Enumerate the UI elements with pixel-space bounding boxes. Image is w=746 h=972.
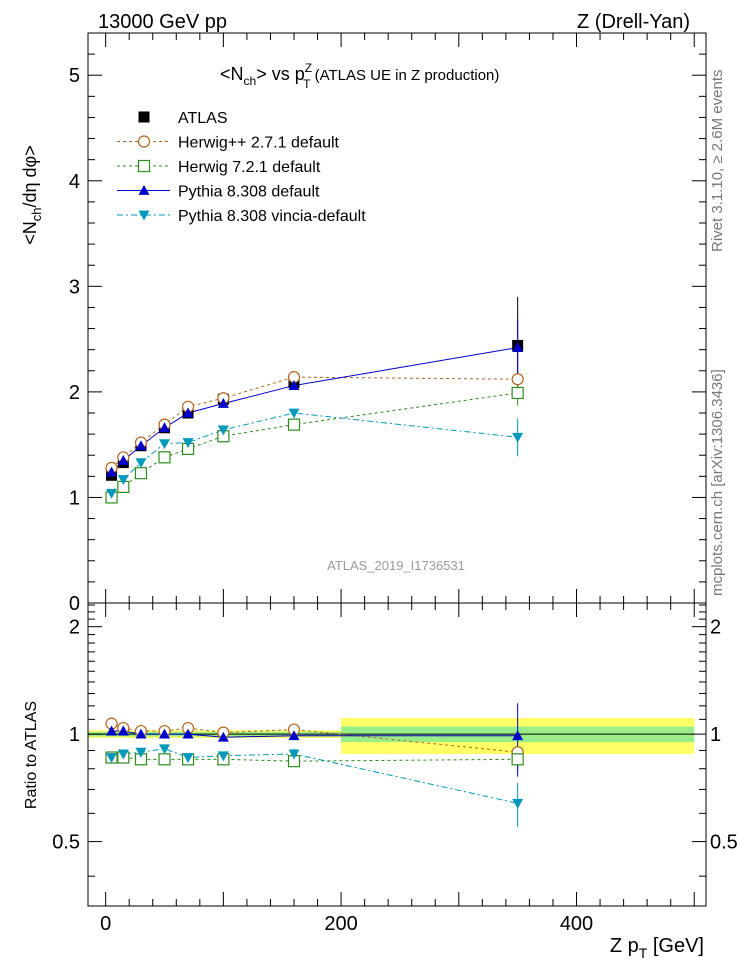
series-line <box>111 392 518 498</box>
ratio-y-axis-label: Ratio to ATLAS <box>23 701 40 809</box>
data-point <box>288 380 300 390</box>
data-point <box>137 159 151 173</box>
legend-label: Herwig++ 2.7.1 default <box>178 135 340 152</box>
data-point <box>182 728 194 739</box>
ratio-y-tick-label-right: 0.5 <box>710 832 738 854</box>
ratio-y-tick-label-right: 1 <box>710 724 721 746</box>
x-axis-label: Z pT [GeV] <box>610 935 704 961</box>
data-point <box>511 753 524 766</box>
data-point <box>135 440 147 451</box>
data-point <box>511 373 524 386</box>
main-plot-marks <box>105 296 524 504</box>
data-point <box>512 432 524 443</box>
x-tick-label: 400 <box>560 913 593 935</box>
ratio-plot-marks <box>105 703 524 827</box>
data-point <box>159 728 171 739</box>
header-left: 13000 GeV pp <box>98 11 227 33</box>
legend-label: Pythia 8.308 vincia-default <box>178 208 366 225</box>
data-point <box>217 751 229 762</box>
series-line <box>111 347 518 473</box>
ratio-y-tick-label-right: 2 <box>710 617 721 639</box>
data-point <box>512 342 524 352</box>
data-point <box>288 749 300 760</box>
data-point <box>138 210 150 221</box>
y-tick-label: 5 <box>69 65 80 87</box>
watermark: ATLAS_2019_I1736531 <box>327 558 465 573</box>
data-point <box>159 439 171 450</box>
data-point <box>159 744 171 755</box>
y-axis-label: <Nch/dη dφ> <box>20 145 44 244</box>
data-point <box>512 730 524 741</box>
y-tick-label: 4 <box>69 171 80 193</box>
data-point <box>106 725 118 736</box>
series-line <box>111 748 518 804</box>
data-point <box>106 488 118 499</box>
data-point <box>182 753 194 764</box>
rivet-label: Rivet 3.1.10, ≥ 2.6M events <box>709 70 726 253</box>
ratio-y-tick-label: 0.5 <box>52 832 80 854</box>
legend: ATLAS Herwig++ 2.7.1 default Herwig 7.2.1 … <box>117 110 366 225</box>
data-point <box>137 135 151 148</box>
data-point <box>135 458 147 469</box>
data-point <box>117 725 129 736</box>
data-point <box>182 438 194 449</box>
data-point <box>117 475 129 485</box>
data-point <box>106 466 118 477</box>
y-tick-label: 1 <box>69 487 80 509</box>
data-point <box>135 747 147 758</box>
legend-label: ATLAS <box>178 110 228 127</box>
legend-label: Herwig 7.2.1 default <box>178 159 321 176</box>
data-point <box>106 753 118 764</box>
main-axes: 0 1 2 3 4 5 <box>69 33 706 615</box>
data-point <box>217 398 229 408</box>
data-point <box>134 467 148 480</box>
y-tick-label: 3 <box>69 276 80 298</box>
legend-label: Pythia 8.308 default <box>178 184 320 201</box>
y-tick-label: 0 <box>69 593 80 615</box>
x-tick-label: 0 <box>100 913 111 935</box>
data-point <box>512 798 524 809</box>
ratio-panel-frame <box>87 602 707 907</box>
data-point <box>217 731 229 742</box>
data-point <box>217 425 229 436</box>
ratio-axes: 0.5 0.5 1 1 2 2 0 200 400 <box>52 603 738 935</box>
data-point <box>158 753 171 766</box>
data-point <box>117 455 129 465</box>
series-line <box>111 412 518 494</box>
data-point <box>117 749 129 760</box>
ratio-y-tick-label: 1 <box>69 724 80 746</box>
header-right: Z (Drell-Yan) <box>577 11 690 33</box>
data-point <box>182 407 194 418</box>
y-tick-label: 2 <box>69 382 80 404</box>
data-point <box>158 451 171 464</box>
ratio-y-tick-label: 2 <box>69 617 80 639</box>
data-point <box>287 418 301 431</box>
data-point <box>288 730 300 741</box>
main-title: <Nch> vs pZ T (ATLAS UE in Z production) <box>220 61 499 91</box>
data-point <box>138 111 150 123</box>
data-point <box>159 422 171 433</box>
data-point <box>511 386 524 400</box>
data-point <box>138 185 150 195</box>
x-tick-label: 200 <box>324 913 357 935</box>
data-point <box>288 408 300 419</box>
data-point <box>135 728 147 739</box>
mcplots-label: mcplots.cern.ch [arXiv:1306.3436] <box>709 369 726 596</box>
